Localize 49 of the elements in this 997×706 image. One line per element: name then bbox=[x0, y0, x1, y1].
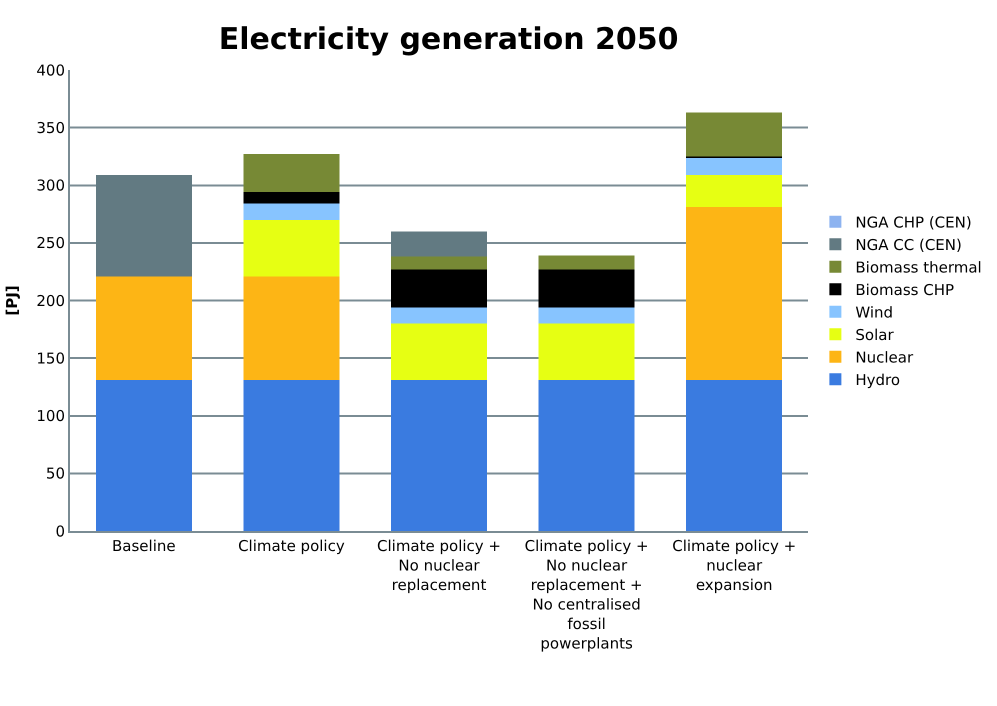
y-tick-label: 350 bbox=[36, 118, 65, 137]
bar bbox=[243, 192, 340, 204]
bar bbox=[391, 324, 487, 380]
bar bbox=[391, 307, 487, 324]
bar bbox=[96, 276, 192, 380]
bar bbox=[391, 380, 487, 531]
legend-label: NGA CHP (CEN) bbox=[855, 214, 972, 232]
legend-label: Wind bbox=[855, 304, 894, 322]
bar bbox=[686, 174, 782, 208]
bar bbox=[538, 380, 635, 531]
bar bbox=[538, 256, 635, 270]
bar bbox=[538, 307, 635, 324]
legend-label: Biomass thermal bbox=[855, 258, 982, 277]
legend-label: Biomass CHP bbox=[855, 281, 954, 300]
y-axis-title: [PJ] bbox=[3, 285, 22, 316]
bar bbox=[391, 231, 487, 257]
bar bbox=[96, 174, 192, 276]
y-tick-label: 250 bbox=[36, 234, 65, 252]
bar bbox=[243, 276, 340, 380]
y-tick-label: 150 bbox=[36, 349, 65, 368]
legend-label: Hydro bbox=[855, 371, 900, 390]
bar bbox=[391, 256, 487, 270]
bar bbox=[686, 207, 782, 380]
bar bbox=[686, 158, 782, 175]
x-tick-label: Baseline bbox=[112, 537, 176, 555]
x-tick-label: Climate policy + No nuclear replacement + No centralised fossil powerplants bbox=[524, 537, 649, 652]
bar bbox=[538, 269, 635, 308]
bar bbox=[96, 380, 192, 531]
bar bbox=[243, 380, 340, 531]
bar bbox=[686, 112, 782, 156]
y-tick-label: 400 bbox=[36, 61, 65, 80]
y-tick-label: 50 bbox=[46, 464, 65, 483]
bar bbox=[538, 324, 635, 380]
x-tick-label: Climate policy bbox=[238, 537, 345, 555]
legend-label: Nuclear bbox=[855, 348, 914, 367]
bar bbox=[243, 204, 340, 220]
legend-label: Solar bbox=[855, 326, 894, 344]
chart-title: Electricity generation 2050 bbox=[218, 22, 679, 58]
y-tick-label: 100 bbox=[36, 407, 65, 425]
y-tick-label: 300 bbox=[36, 176, 65, 194]
bar bbox=[686, 380, 782, 531]
y-tick-label: 0 bbox=[55, 522, 65, 540]
x-tick-label: Climate policy + No nuclear replacement bbox=[377, 537, 501, 594]
bar bbox=[243, 154, 340, 192]
bar bbox=[243, 220, 340, 276]
bar bbox=[391, 269, 487, 308]
x-tick-label: Climate policy + nuclear expansion bbox=[672, 537, 796, 594]
y-tick-label: 200 bbox=[36, 292, 65, 310]
legend-label: NGA CC (CEN) bbox=[855, 236, 962, 254]
